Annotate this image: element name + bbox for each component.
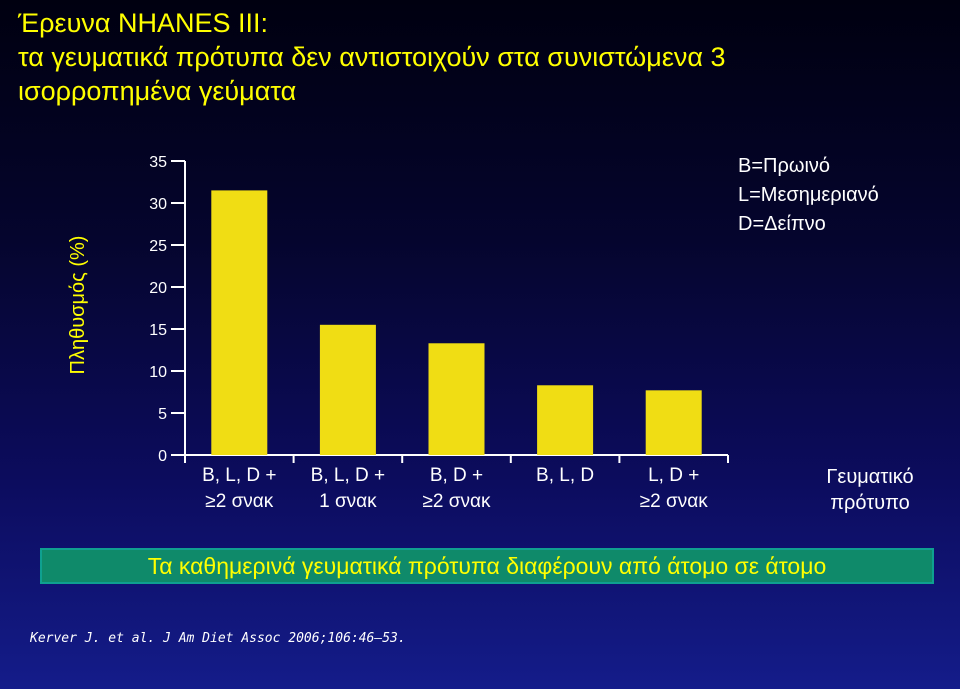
title-line-3: ισορροπημένα γεύματα [18,76,297,106]
x-category-label: B, L, D + [311,465,385,486]
x-category-label: ≥2 σνακ [640,491,708,512]
y-tick-label: 5 [158,406,167,423]
x-axis-title: Γευματικό πρότυπο [800,464,940,516]
y-tick-label: 15 [149,322,167,339]
y-tick-label: 30 [149,196,167,213]
slide-title: Έρευνα NHANES III: τα γευματικά πρότυπα … [18,6,948,108]
y-tick-label: 0 [158,448,167,465]
x-category-label: B, L, D + [202,465,276,486]
bar-1 [211,190,268,455]
x-category-label: ≥2 σνακ [423,491,491,512]
bar-4 [537,385,594,455]
title-line-1: Έρευνα NHANES III: [18,8,268,38]
x-axis-title-line-1: Γευματικό [826,466,914,488]
legend-breakfast: B=Πρωινό [738,155,831,177]
x-category-label: ≥2 σνακ [205,491,273,512]
title-line-2: τα γευματικά πρότυπα δεν αντιστοιχούν στ… [18,42,726,72]
bar-5 [645,390,702,455]
y-tick-label: 10 [149,364,167,381]
x-category-label: 1 σνακ [319,491,377,512]
y-tick-label: 25 [149,238,167,255]
legend: B=Πρωινό L=Μεσημεριανό D=Δείπνο [738,152,879,239]
x-category-label: B, D + [430,465,483,486]
x-category-label: L, D + [648,465,699,486]
bar-3 [428,343,485,455]
legend-lunch: L=Μεσημεριανό [738,184,879,206]
conclusion-banner: Τα καθημερινά γευματικά πρότυπα διαφέρου… [40,548,934,584]
bar-2 [319,324,376,455]
y-tick-label: 35 [149,154,167,171]
legend-dinner: D=Δείπνο [738,213,826,235]
x-axis-title-line-2: πρότυπο [830,492,910,514]
citation: Kerver J. et al. J Am Diet Assoc 2006;10… [30,631,406,646]
x-category-label: B, L, D [536,465,594,486]
y-tick-label: 20 [149,280,167,297]
